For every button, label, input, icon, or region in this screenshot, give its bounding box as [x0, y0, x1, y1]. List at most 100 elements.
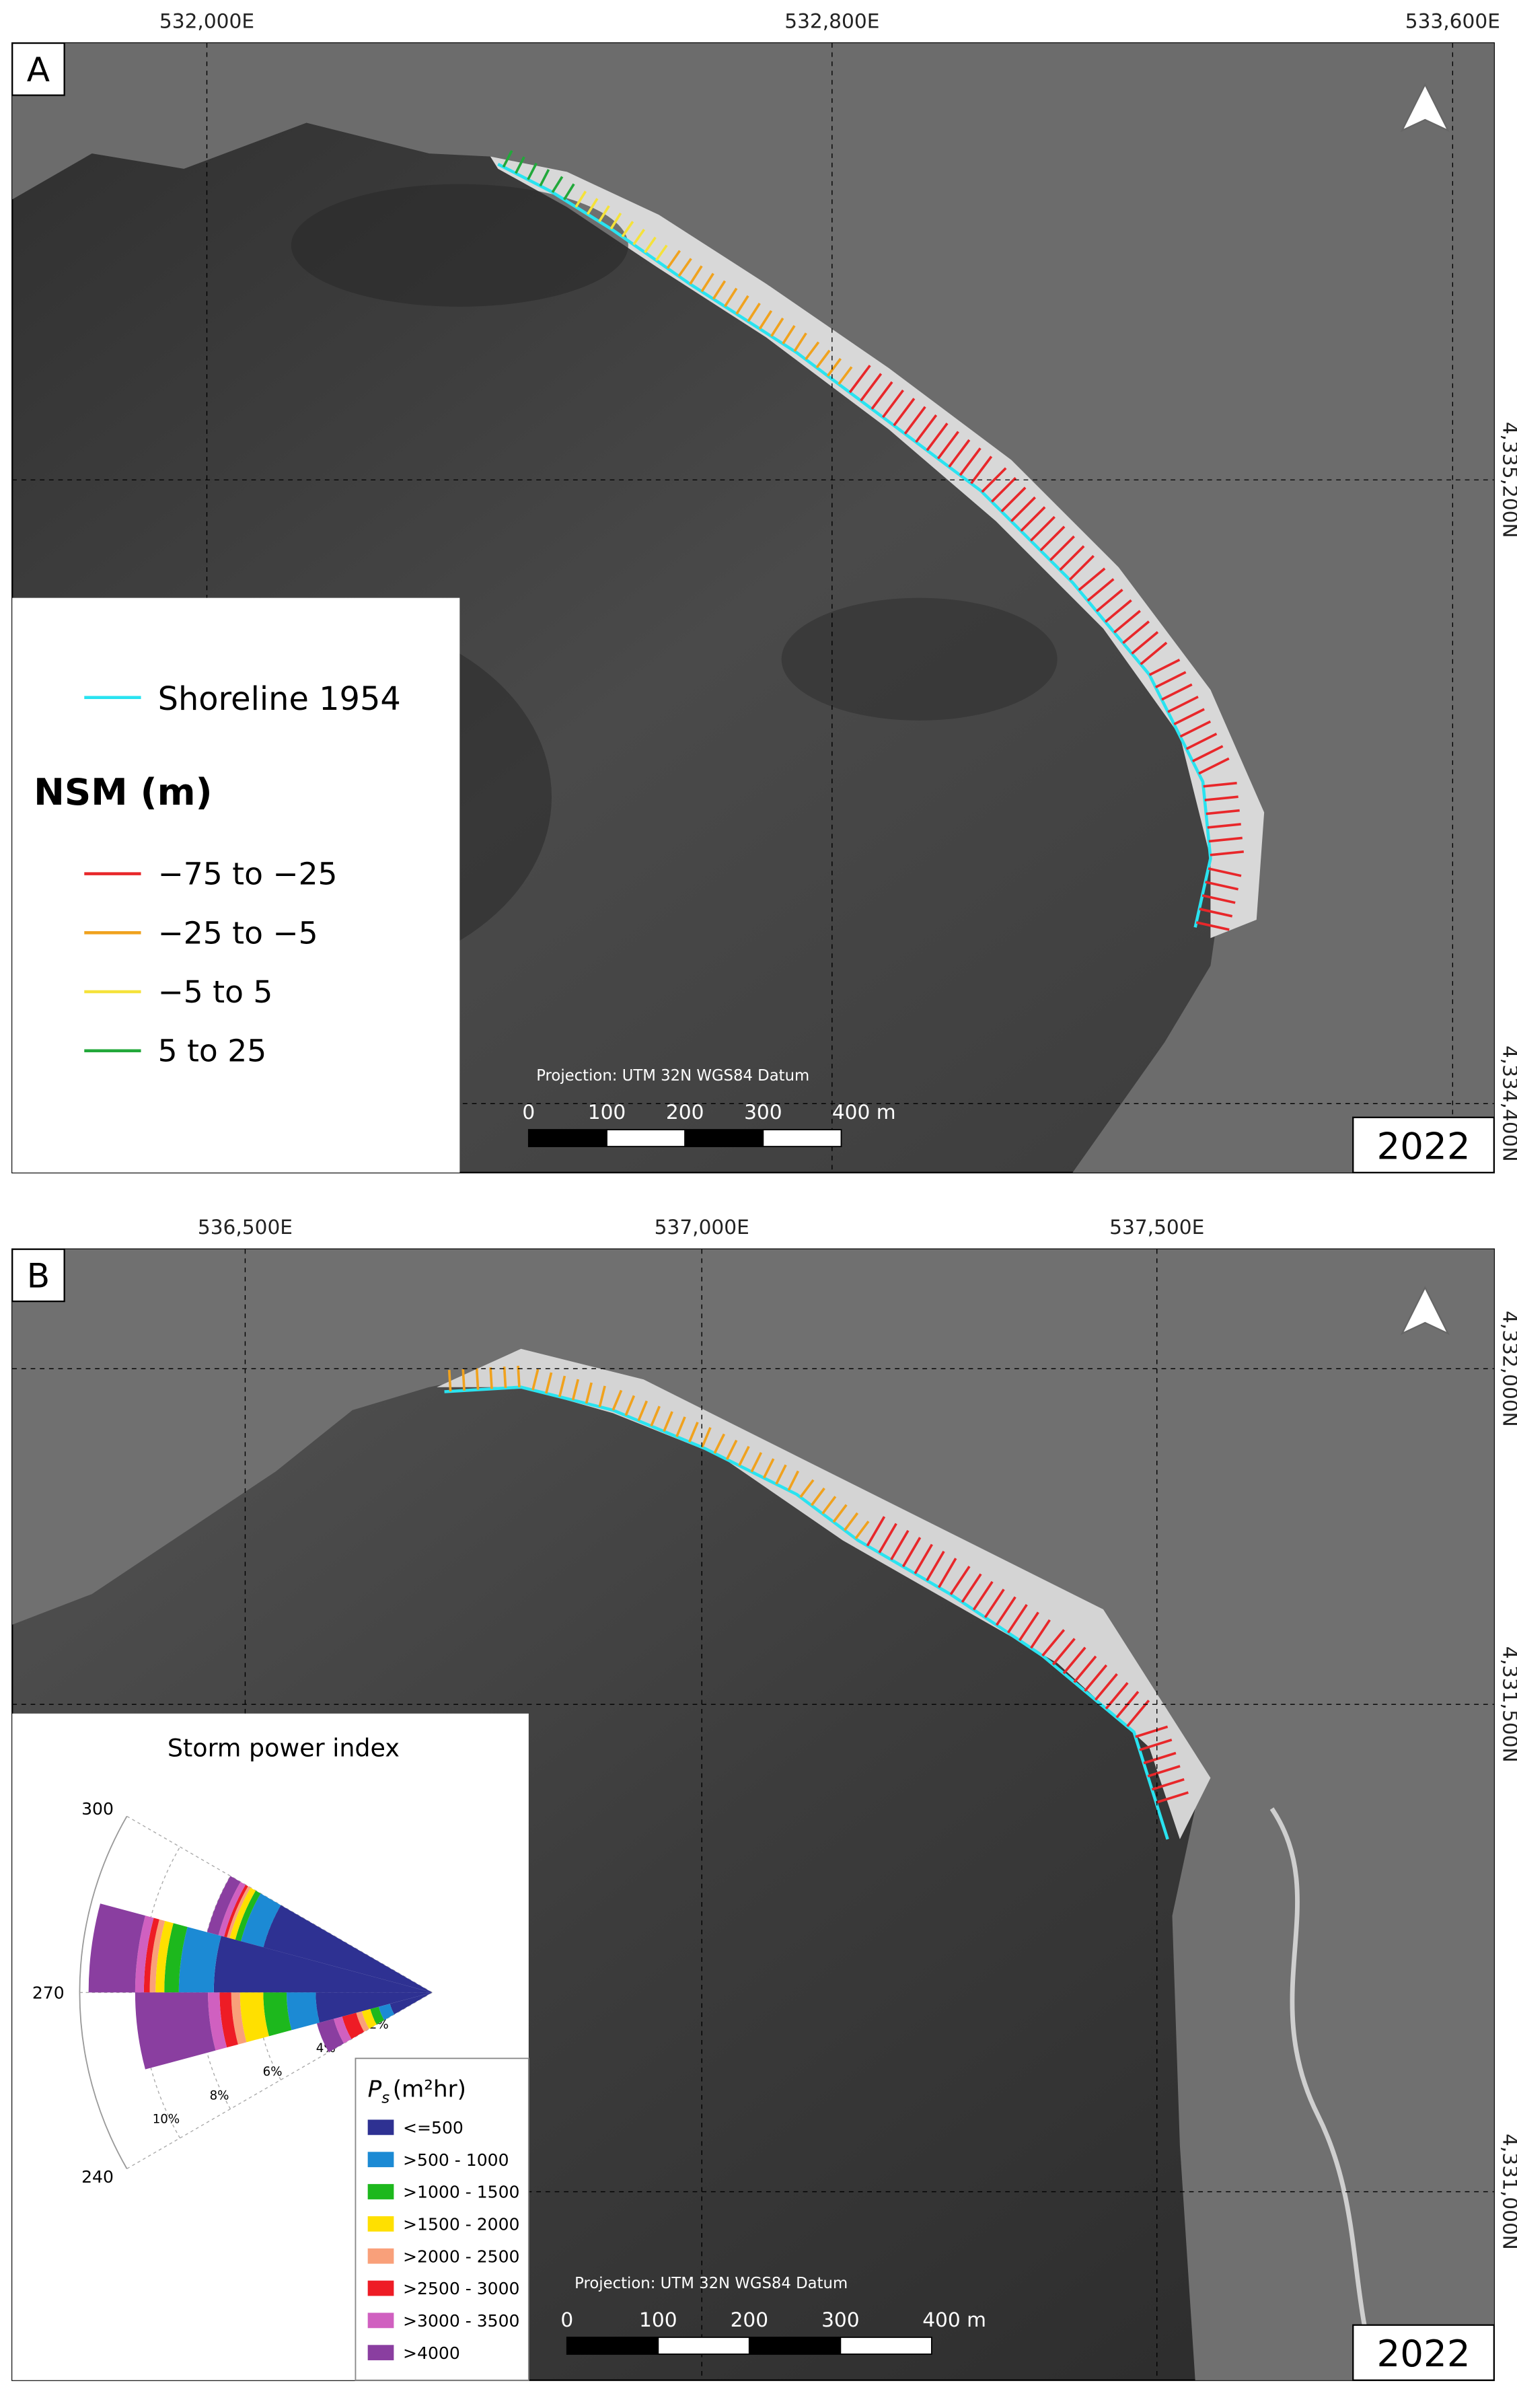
- transect: [747, 302, 761, 322]
- transect: [810, 1487, 825, 1506]
- transect: [1199, 908, 1233, 918]
- transect: [1139, 1739, 1173, 1751]
- transect: [787, 1470, 800, 1491]
- transect: [677, 258, 692, 277]
- scale-label: 100: [588, 1101, 626, 1124]
- rose-legend-label: >1000 - 1500: [403, 2183, 519, 2202]
- rose-ring-label: 10%: [153, 2113, 180, 2127]
- transect: [1068, 554, 1095, 581]
- transect: [750, 1452, 763, 1473]
- transect: [586, 198, 599, 215]
- transect: [585, 1382, 593, 1404]
- transect: [1062, 1646, 1086, 1675]
- rose-segment: [155, 1921, 174, 1993]
- rose-ring-label: 6%: [263, 2065, 283, 2079]
- transect: [821, 1496, 837, 1515]
- rose-segment: [164, 1923, 188, 1993]
- transect: [893, 398, 916, 427]
- transect: [866, 1516, 886, 1547]
- transect: [612, 1389, 623, 1411]
- panel-label-box: [11, 42, 65, 96]
- rose-segment: [356, 2011, 369, 2032]
- transect: [832, 1504, 848, 1523]
- scale-label: 0: [560, 2308, 573, 2331]
- rose-legend-swatch: [367, 2280, 394, 2296]
- transect: [632, 229, 646, 246]
- transect: [571, 1379, 580, 1401]
- scale-bar-segment: [527, 1129, 607, 1147]
- transect: [770, 318, 784, 337]
- transect: [621, 221, 634, 238]
- transect: [461, 1369, 466, 1391]
- transect: [1201, 894, 1236, 904]
- transect: [655, 244, 668, 262]
- rose-segment: [378, 2004, 395, 2020]
- transect: [644, 236, 657, 254]
- rose-legend-label: >2500 - 3000: [403, 2279, 519, 2298]
- rose-segment: [149, 1919, 165, 1993]
- transect: [1019, 1611, 1039, 1642]
- rose-legend-label: <=500: [403, 2118, 464, 2138]
- transect: [598, 1385, 606, 1408]
- transect: [914, 1543, 933, 1574]
- transect: [1151, 1778, 1185, 1791]
- rose-legend-swatch: [367, 2216, 394, 2232]
- transect: [1086, 578, 1115, 602]
- transect: [981, 467, 1007, 493]
- panel-label: B: [27, 1256, 50, 1296]
- rose-legend-swatch: [367, 2312, 394, 2329]
- transect: [1041, 1629, 1066, 1657]
- scale-bar-segment: [762, 1129, 842, 1147]
- transect: [903, 406, 926, 435]
- transect: [531, 1369, 540, 1391]
- rose-segment: [235, 1890, 261, 1942]
- transect: [598, 205, 610, 223]
- transect: [1148, 659, 1181, 676]
- x-coordinate-label: 532,000E: [159, 9, 254, 32]
- path: [1269, 1807, 1382, 2381]
- transect: [890, 1529, 910, 1561]
- transect: [735, 295, 749, 315]
- y-coordinate-label: 4,331,000N: [1499, 2133, 1517, 2250]
- transect: [1039, 525, 1066, 552]
- transect: [1095, 589, 1123, 612]
- transect: [575, 190, 587, 208]
- transect: [1094, 1673, 1118, 1701]
- y-coordinate-label: 4,334,400N: [1499, 1046, 1517, 1162]
- legend-label: −75 to −25: [158, 856, 338, 892]
- rose-segment: [361, 2009, 377, 2029]
- transect: [1059, 545, 1085, 571]
- rose-legend-label: >500 - 1000: [403, 2150, 509, 2170]
- transect: [1049, 535, 1075, 561]
- rose-direction-label: 270: [32, 1983, 65, 2003]
- transect: [1210, 850, 1244, 856]
- transect: [1006, 1604, 1028, 1634]
- transect: [650, 1406, 661, 1427]
- transect: [990, 476, 1016, 503]
- rose-legend-swatch: [367, 2248, 394, 2264]
- transect: [838, 366, 853, 386]
- transect: [1198, 757, 1230, 775]
- transect: [878, 1523, 897, 1554]
- rose-segment: [263, 1905, 433, 1993]
- rose-ring-label: 8%: [210, 2088, 229, 2103]
- scale-bar-segment: [840, 2337, 932, 2355]
- legend-title: NSM (m): [34, 770, 212, 813]
- transect: [1207, 823, 1241, 829]
- transect: [995, 1596, 1016, 1626]
- year: 2022: [1377, 1124, 1471, 1167]
- transect: [901, 1537, 922, 1568]
- transect: [881, 389, 904, 418]
- x-coordinate-label: 533,600E: [1405, 9, 1500, 32]
- transect: [1029, 515, 1056, 542]
- transect: [1078, 567, 1106, 591]
- scale-label: 300: [821, 2308, 860, 2331]
- transect: [1135, 1725, 1169, 1739]
- transect: [539, 169, 550, 187]
- transect: [1122, 620, 1150, 645]
- rose-segment: [239, 1992, 269, 2043]
- rose-segment: [316, 1992, 433, 2023]
- projection: Projection: UTM 32N WGS84 Datum: [536, 1067, 809, 1085]
- rose-segment: [143, 1918, 159, 1993]
